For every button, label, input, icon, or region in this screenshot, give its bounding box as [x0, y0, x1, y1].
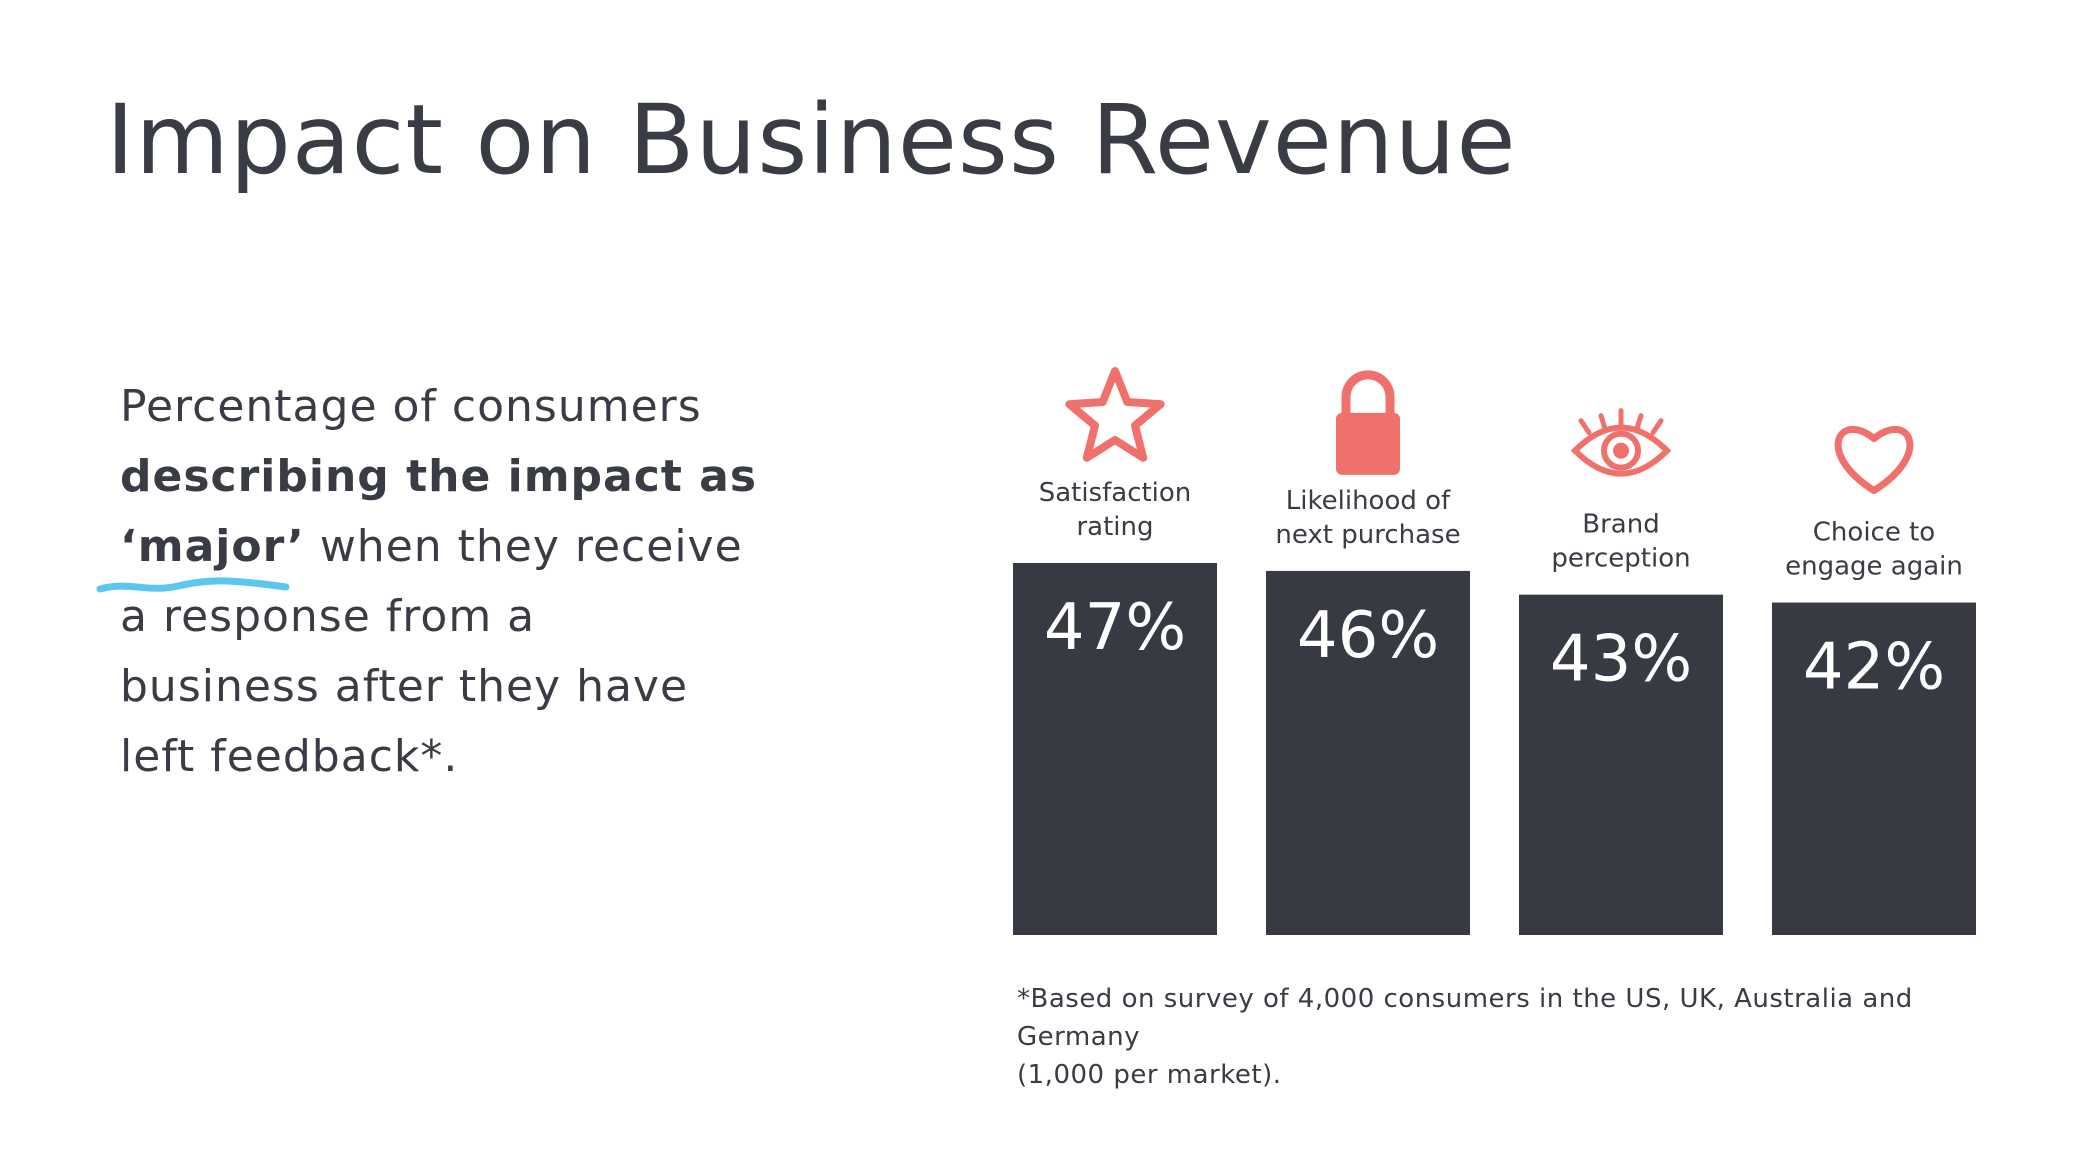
underline-squiggle-icon	[96, 577, 290, 593]
description-line-3: ‘major’ when they receive	[96, 512, 742, 593]
padlock-icon	[1336, 370, 1400, 475]
bar	[1013, 563, 1217, 935]
category-label: Satisfaction rating	[1039, 478, 1192, 542]
bar-group: 47% Satisfaction rating	[1013, 367, 1217, 935]
footnote-line-1: *Based on survey of 4,000 consumers in t…	[1017, 984, 1913, 1052]
bar-group: 42% Choice to engage again	[1772, 425, 1976, 935]
footnote: *Based on survey of 4,000 consumers in t…	[1017, 980, 2017, 1094]
star-icon	[1065, 367, 1165, 462]
page-title: Impact on Business Revenue	[106, 84, 1517, 196]
major-word: ‘major’	[120, 521, 305, 572]
bar	[1772, 602, 1976, 935]
bar	[1519, 594, 1723, 935]
bar	[1266, 570, 1470, 935]
eye-icon	[1570, 408, 1672, 477]
description-line-3-rest: when they receive	[304, 521, 743, 572]
description-line-6: left feedback*.	[120, 731, 459, 782]
chart-description: Percentage of consumers describing the i…	[96, 372, 756, 792]
major-emphasis: ‘major’	[96, 521, 305, 593]
category-label: Brand perception	[1551, 510, 1690, 574]
description-line-1: Percentage of consumers	[120, 381, 702, 432]
heart-icon	[1834, 425, 1914, 495]
bar-group: 43% Brand perception	[1519, 408, 1723, 935]
category-label: Likelihood of next purchase	[1275, 486, 1460, 550]
data-label: 43%	[1550, 623, 1692, 697]
description-line-2: describing the impact as	[120, 442, 756, 512]
description-line-5: business after they have	[120, 661, 689, 712]
description-bold-text: describing the impact as	[120, 451, 758, 502]
footnote-line-2: (1,000 per market).	[1017, 1060, 1282, 1090]
data-label: 42%	[1803, 631, 1945, 705]
description-line-4: a response from a	[120, 591, 536, 642]
data-label: 47%	[1044, 591, 1186, 665]
data-label: 46%	[1297, 599, 1439, 673]
bar-group: 46% Likelihood of next purchase	[1266, 370, 1470, 935]
category-label: Choice to engage again	[1785, 518, 1963, 582]
